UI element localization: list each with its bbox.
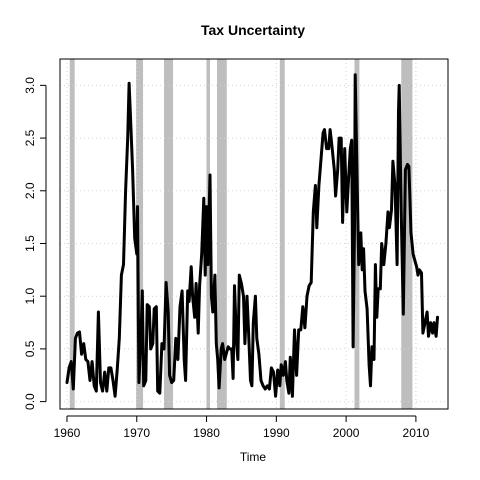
y-tick-label-0: 0.0 [23, 393, 37, 410]
recession-band-0 [69, 59, 75, 409]
y-tick-label-5: 2.5 [23, 129, 37, 146]
y-axis: 0.0 0.5 1.0 1.5 2.0 2.5 3.0 [23, 77, 47, 410]
recession-band-4 [217, 59, 227, 409]
x-tick-label-3: 1990 [263, 426, 290, 440]
y-tick-label-2: 1.0 [23, 288, 37, 305]
series-line-tax-uncertainty [65, 73, 439, 398]
x-tick-label-1: 1970 [123, 426, 150, 440]
x-tick-label-5: 2010 [403, 426, 430, 440]
x-tick-label-2: 1980 [193, 426, 220, 440]
y-tick-label-6: 3.0 [23, 77, 37, 94]
x-tick-label-0: 1960 [54, 426, 81, 440]
y-tick-label-4: 2.0 [23, 182, 37, 199]
plot-frame [59, 58, 449, 410]
chart-title: Tax Uncertainty [201, 22, 305, 38]
x-axis-label: Time [240, 450, 267, 464]
recession-band-5 [279, 59, 285, 409]
x-tick-label-4: 2000 [333, 426, 360, 440]
recession-band-1 [136, 59, 144, 409]
y-tick-label-1: 0.5 [23, 340, 37, 357]
recession-band-7 [401, 59, 413, 409]
y-tick-label-3: 1.5 [23, 235, 37, 252]
x-axis: 1960 1970 1980 1990 2000 2010 [54, 415, 430, 440]
recession-band-2 [163, 59, 174, 409]
